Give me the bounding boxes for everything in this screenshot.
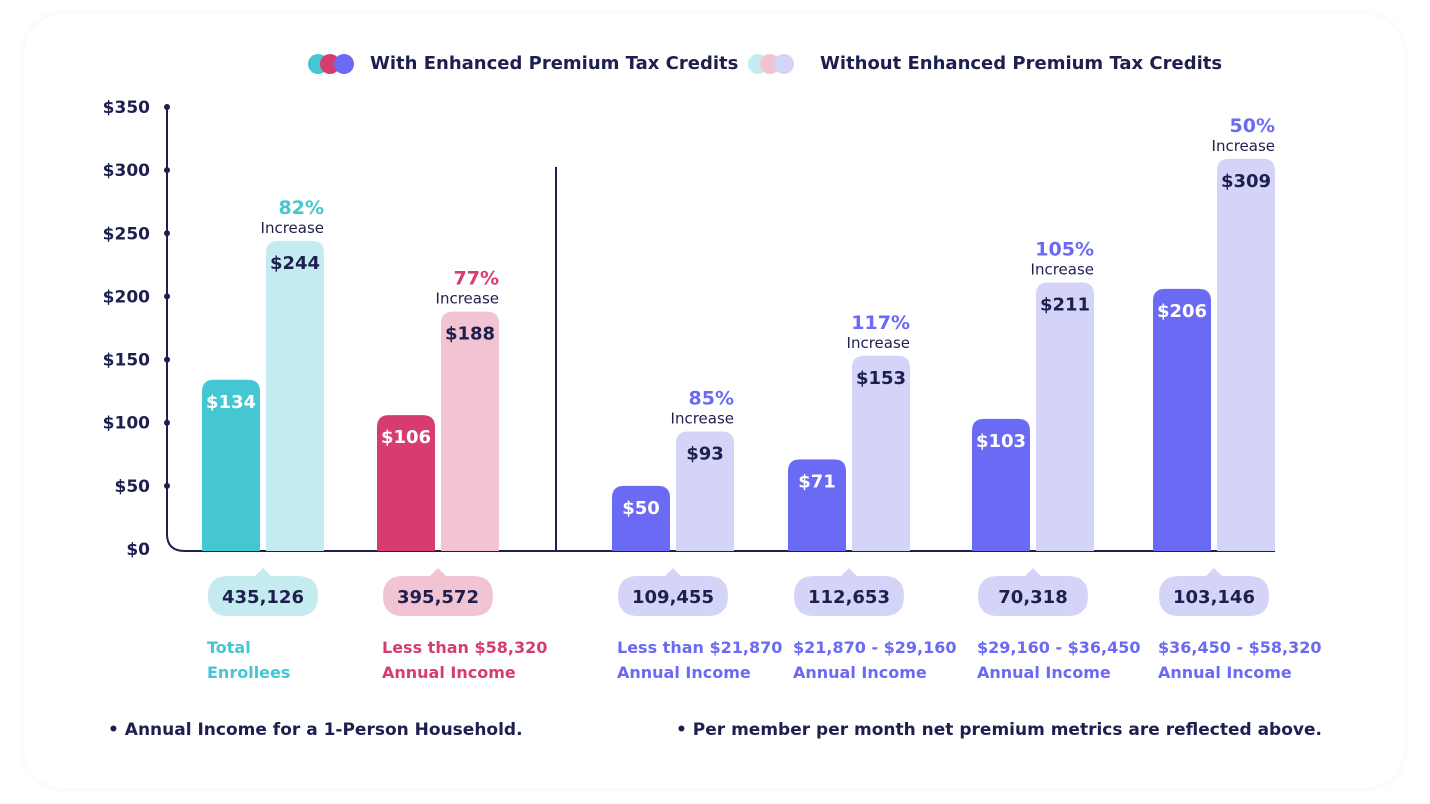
legend-without: Without Enhanced Premium Tax Credits [748, 53, 1222, 74]
bar-without [676, 431, 734, 551]
y-tick-label: $350 [103, 98, 150, 118]
bar-with [1153, 288, 1211, 551]
bar-with-value: $206 [1157, 301, 1207, 322]
enrollee-count: 435,126 [222, 587, 304, 608]
y-tick-dot [164, 104, 170, 110]
y-tick-label: $200 [103, 287, 150, 307]
y-tick-dot [164, 293, 170, 300]
legend-dots-without-icon [748, 53, 794, 74]
enrollee-badge [978, 568, 1088, 616]
y-tick-label: $250 [103, 224, 150, 244]
y-tick-label: $300 [103, 161, 150, 181]
bar-without [266, 240, 324, 551]
enrollee-count: 395,572 [397, 587, 479, 608]
legend-without-label: Without Enhanced Premium Tax Credits [820, 53, 1223, 74]
legend-dots-with-icon [308, 53, 354, 74]
note-metrics: • Per member per month net premium metri… [676, 720, 1322, 740]
group-label: Less than $21,870 [617, 638, 782, 657]
enrollee-count: 70,318 [998, 587, 1067, 608]
bar-with-value: $71 [798, 471, 836, 492]
increase-label: Increase [1031, 261, 1094, 279]
group-label: Total [207, 638, 251, 657]
bar-without [852, 355, 910, 551]
bar-without-value: $211 [1040, 295, 1090, 316]
y-tick-dot [164, 356, 170, 363]
group-label: $36,450 - $58,320 [1158, 638, 1322, 657]
group-label: Less than $58,320 [382, 638, 547, 657]
enrollee-badge [794, 568, 904, 616]
y-tick-dot [164, 167, 170, 174]
bar-with-value: $134 [206, 392, 256, 413]
bar-without [1036, 282, 1094, 551]
bar-with-value: $106 [381, 427, 431, 448]
bar-without [1217, 158, 1275, 551]
group-label: Annual Income [1158, 663, 1292, 682]
increase-percent: 82% [279, 197, 324, 219]
bar-without-value: $93 [686, 444, 724, 465]
enrollee-badge [1159, 568, 1269, 616]
bar-without-value: $244 [270, 253, 320, 274]
group-label: $29,160 - $36,450 [977, 638, 1141, 657]
bar-with [788, 459, 846, 551]
y-tick-label: $50 [115, 477, 151, 497]
axis-lines [166, 107, 1275, 552]
enrollee-badge [618, 568, 728, 616]
increase-percent: 105% [1035, 239, 1094, 261]
increase-label: Increase [436, 290, 499, 308]
increase-percent: 50% [1230, 115, 1275, 137]
enrollee-count: 103,146 [1173, 587, 1255, 608]
y-tick-dot [164, 482, 170, 489]
enrollee-badge [208, 568, 318, 616]
increase-percent: 77% [454, 268, 499, 290]
bar-with [202, 379, 260, 551]
bar-without-value: $309 [1221, 171, 1271, 192]
group-label: Annual Income [617, 663, 751, 682]
group-label: Annual Income [977, 663, 1111, 682]
y-tick-label: $100 [103, 414, 150, 434]
y-tick-dot [164, 419, 170, 426]
bar-without [441, 311, 499, 551]
enrollee-badge [383, 568, 493, 616]
increase-label: Increase [261, 219, 324, 237]
y-tick-dot [164, 230, 170, 237]
increase-label: Increase [671, 410, 734, 428]
note-household: • Annual Income for a 1-Person Household… [108, 720, 523, 740]
legend-with: With Enhanced Premium Tax Credits [308, 53, 738, 74]
bar-with [972, 418, 1030, 551]
bar-with-value: $50 [622, 498, 660, 519]
increase-label: Increase [1212, 137, 1275, 155]
y-tick-label: $0 [126, 540, 150, 560]
increase-percent: 85% [689, 388, 734, 410]
bar-without-value: $153 [856, 368, 906, 389]
enrollee-count: 109,455 [632, 587, 714, 608]
group-label: $21,870 - $29,160 [793, 638, 957, 657]
bar-with [377, 415, 435, 551]
group-label: Annual Income [382, 663, 516, 682]
bar-without-value: $188 [445, 324, 495, 345]
increase-percent: 117% [851, 312, 910, 334]
enrollee-count: 112,653 [808, 587, 890, 608]
y-tick-label: $150 [103, 351, 150, 371]
group-label: Annual Income [793, 663, 927, 682]
legend-with-label: With Enhanced Premium Tax Credits [370, 53, 739, 74]
group-label: Enrollees [207, 663, 290, 682]
bar-with [612, 485, 670, 551]
increase-label: Increase [847, 334, 910, 352]
bar-with-value: $103 [976, 431, 1026, 452]
